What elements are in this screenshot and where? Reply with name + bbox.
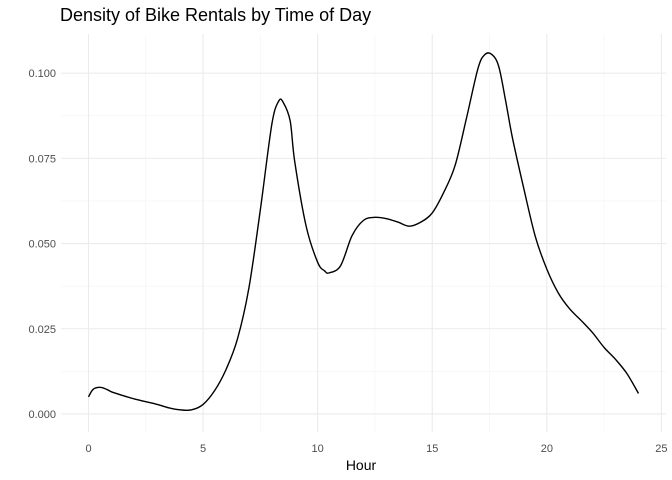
- chart-title: Density of Bike Rentals by Time of Day: [60, 5, 371, 25]
- y-tick-label: 0.000: [28, 409, 56, 421]
- x-tick-label: 20: [541, 443, 553, 455]
- plot-panel: 0 5 10 15 20 25 0.000 0.025 0.050 0.075 0.100: [28, 34, 668, 455]
- density-series-line: [87, 52, 640, 412]
- x-tick-label: 0: [85, 443, 91, 455]
- x-axis-label: Hour: [346, 457, 377, 473]
- y-tick-label: 0.025: [28, 324, 56, 336]
- y-tick-label: 0.050: [28, 239, 56, 251]
- x-tick-label: 10: [312, 443, 324, 455]
- y-tick-label: 0.075: [28, 153, 56, 165]
- x-tick-label: 25: [655, 443, 667, 455]
- y-tick-label: 0.100: [28, 68, 56, 80]
- x-tick-label: 5: [200, 443, 206, 455]
- x-tick-label: 15: [426, 443, 438, 455]
